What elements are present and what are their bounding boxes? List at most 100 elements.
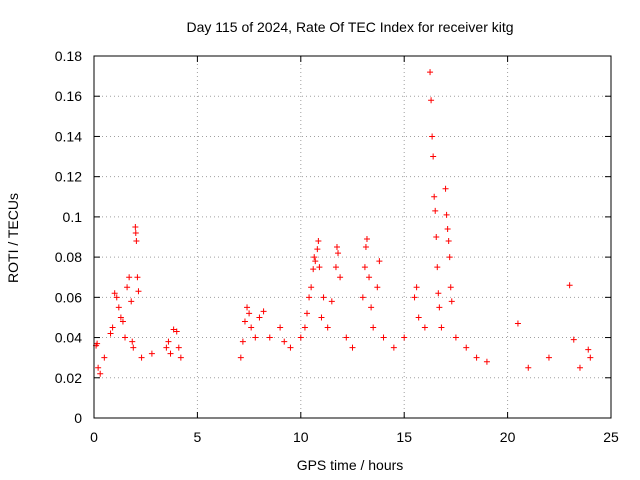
data-point xyxy=(366,274,373,281)
x-tick-label: 25 xyxy=(603,429,619,445)
data-point xyxy=(361,264,368,271)
x-tick-label: 20 xyxy=(500,429,516,445)
data-point xyxy=(431,193,438,200)
data-point xyxy=(430,153,437,160)
data-point xyxy=(301,324,308,331)
data-point xyxy=(129,338,136,345)
data-point xyxy=(117,314,124,321)
data-point xyxy=(94,340,101,347)
data-point xyxy=(374,284,381,291)
data-point xyxy=(363,236,370,243)
data-point xyxy=(312,258,319,265)
data-point xyxy=(411,294,418,301)
data-point xyxy=(349,344,356,351)
data-point xyxy=(368,304,375,311)
y-tick-label: 0.18 xyxy=(55,48,82,64)
data-point xyxy=(438,324,445,331)
data-point xyxy=(297,334,304,341)
plot-frame xyxy=(93,55,612,419)
data-point xyxy=(163,344,170,351)
data-point xyxy=(447,284,454,291)
data-point xyxy=(119,318,126,325)
data-point xyxy=(343,334,350,341)
y-tick-label: 0.16 xyxy=(55,88,82,104)
data-point xyxy=(359,294,366,301)
data-point xyxy=(448,298,455,305)
data-point xyxy=(287,344,294,351)
data-point xyxy=(170,326,177,333)
data-point xyxy=(107,330,114,337)
data-point xyxy=(585,346,592,353)
data-point xyxy=(101,354,108,361)
data-points xyxy=(93,69,594,377)
data-point xyxy=(133,238,140,245)
y-axis-label: ROTI / TECUs xyxy=(5,193,21,283)
data-point xyxy=(165,338,172,345)
data-point xyxy=(435,290,442,297)
x-tick-label: 0 xyxy=(90,429,98,445)
data-point xyxy=(97,370,104,377)
data-point xyxy=(281,338,288,345)
data-point xyxy=(335,250,342,257)
data-point xyxy=(432,207,439,214)
x-axis-label: GPS time / hours xyxy=(297,457,404,473)
data-point xyxy=(173,328,180,335)
y-tick-label: 0.06 xyxy=(55,289,82,305)
data-point xyxy=(362,244,369,251)
data-point xyxy=(413,284,420,291)
data-point xyxy=(113,294,120,301)
data-point xyxy=(124,284,131,291)
data-point xyxy=(256,314,263,321)
data-point xyxy=(320,294,327,301)
data-point xyxy=(109,324,116,331)
data-point xyxy=(443,211,450,218)
data-point xyxy=(315,238,322,245)
data-point xyxy=(545,354,552,361)
data-point xyxy=(483,358,490,365)
data-point xyxy=(148,350,155,357)
chart-title: Day 115 of 2024, Rate Of TEC Index for r… xyxy=(186,19,513,35)
data-point xyxy=(308,284,315,291)
data-point xyxy=(95,364,102,371)
y-tick-label: 0.14 xyxy=(55,128,82,144)
data-point xyxy=(370,324,377,331)
data-point xyxy=(311,254,318,261)
data-point xyxy=(446,254,453,261)
data-point xyxy=(241,318,248,325)
data-point xyxy=(134,274,141,281)
data-point xyxy=(427,69,434,76)
data-point xyxy=(132,229,139,236)
data-point xyxy=(316,264,323,271)
data-point xyxy=(415,314,422,321)
data-point xyxy=(380,334,387,341)
data-point xyxy=(452,334,459,341)
data-point xyxy=(428,97,435,104)
data-point xyxy=(376,258,383,265)
data-point xyxy=(463,344,470,351)
data-point xyxy=(390,344,397,351)
data-point xyxy=(244,304,251,311)
data-point xyxy=(277,324,284,331)
data-point xyxy=(444,225,451,232)
data-point xyxy=(175,344,182,351)
data-point xyxy=(306,294,313,301)
y-tick-label: 0.12 xyxy=(55,169,82,185)
data-point xyxy=(138,354,145,361)
data-point xyxy=(328,298,335,305)
data-point xyxy=(239,338,246,345)
data-point xyxy=(266,334,273,341)
data-point xyxy=(135,288,142,295)
data-point xyxy=(128,298,135,305)
data-point xyxy=(433,234,440,240)
data-point xyxy=(525,364,532,371)
data-point xyxy=(566,282,573,289)
data-point xyxy=(177,354,184,361)
data-point xyxy=(429,133,436,140)
y-tick-label: 0.04 xyxy=(55,330,82,346)
data-point xyxy=(445,238,452,245)
y-tick-label: 0.02 xyxy=(55,370,82,386)
data-point xyxy=(514,320,521,327)
data-point xyxy=(587,354,594,361)
data-point xyxy=(570,336,577,343)
